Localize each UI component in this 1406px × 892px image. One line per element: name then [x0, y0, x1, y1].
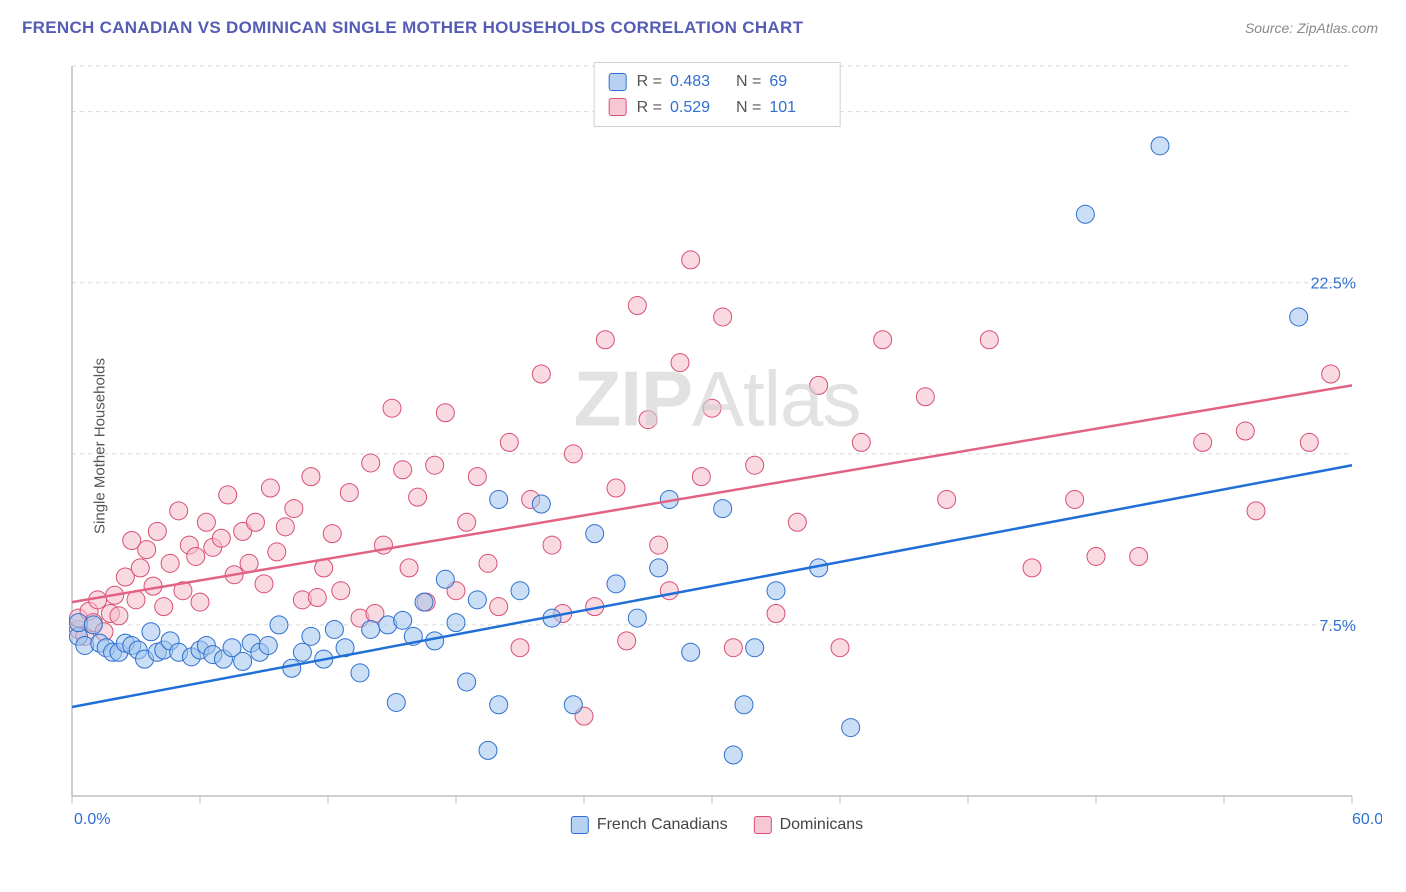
source-label: Source: — [1245, 20, 1293, 36]
stat-r-value-b: 0.529 — [670, 95, 726, 121]
stat-r-label: R = — [637, 95, 662, 121]
legend-label-b: Dominicans — [780, 816, 864, 834]
bottom-legend: French Canadians Dominicans — [571, 816, 863, 834]
stat-r-label: R = — [637, 69, 662, 95]
svg-text:22.5%: 22.5% — [1311, 276, 1356, 293]
svg-text:60.0%: 60.0% — [1352, 811, 1382, 828]
stat-n-value-a: 69 — [769, 69, 825, 95]
source-link[interactable]: ZipAtlas.com — [1297, 20, 1378, 36]
plot-area: Single Mother Households ZIPAtlas 0.0%60… — [52, 56, 1382, 836]
legend-swatch-a-icon — [571, 816, 589, 834]
chart-title: FRENCH CANADIAN VS DOMINICAN SINGLE MOTH… — [22, 18, 803, 38]
swatch-b-icon — [609, 98, 627, 116]
y-axis-label: Single Mother Households — [91, 358, 108, 534]
legend-item-a: French Canadians — [571, 816, 728, 834]
stats-row-b: R = 0.529 N = 101 — [609, 95, 826, 121]
swatch-a-icon — [609, 73, 627, 91]
svg-text:7.5%: 7.5% — [1320, 618, 1356, 635]
legend-item-b: Dominicans — [754, 816, 864, 834]
chart-header: FRENCH CANADIAN VS DOMINICAN SINGLE MOTH… — [0, 0, 1406, 48]
legend-swatch-b-icon — [754, 816, 772, 834]
svg-text:0.0%: 0.0% — [74, 811, 110, 828]
stats-legend: R = 0.483 N = 69 R = 0.529 N = 101 — [594, 62, 841, 127]
source-attribution: Source: ZipAtlas.com — [1245, 20, 1378, 36]
stats-row-a: R = 0.483 N = 69 — [609, 69, 826, 95]
scatter-chart: 0.0% 60.0% 7.5% 22.5% — [52, 56, 1382, 836]
legend-label-a: French Canadians — [597, 816, 728, 834]
stat-r-value-a: 0.483 — [670, 69, 726, 95]
stat-n-label: N = — [736, 95, 761, 121]
stat-n-label: N = — [736, 69, 761, 95]
stat-n-value-b: 101 — [769, 95, 825, 121]
